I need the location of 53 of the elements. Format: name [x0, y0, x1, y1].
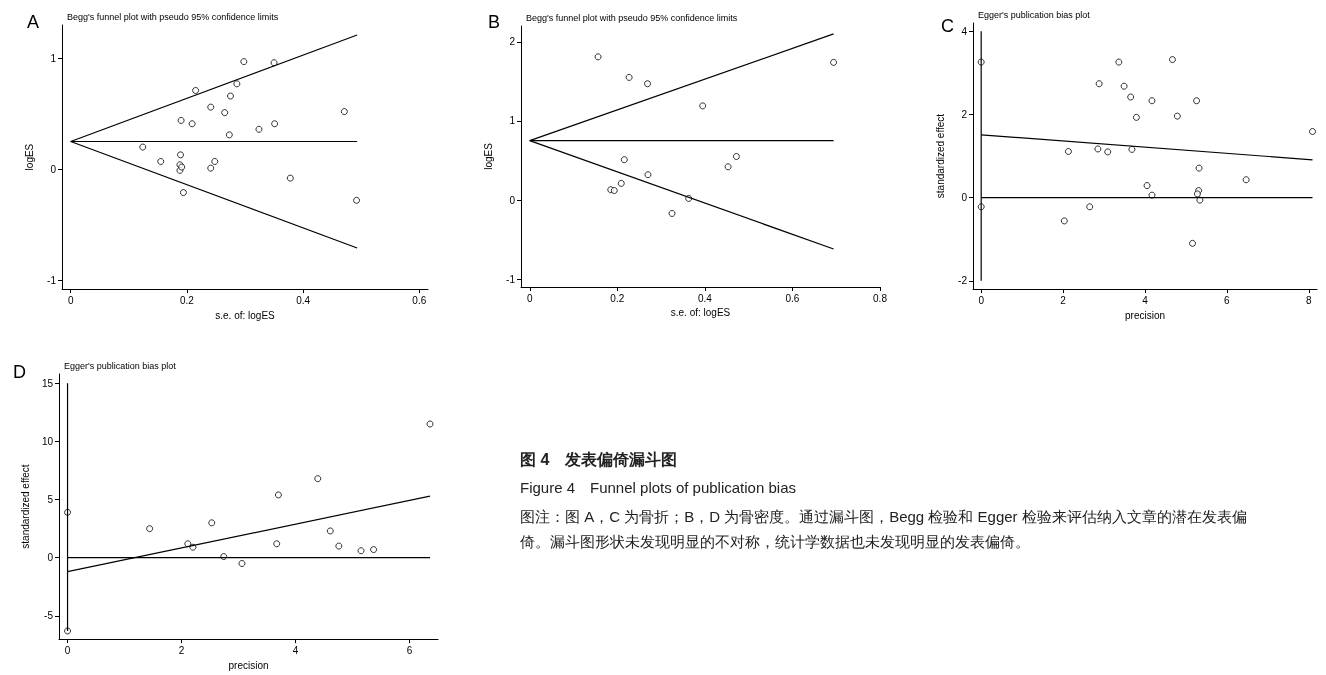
chart-subtitle: Egger's publication bias plot	[978, 9, 1091, 20]
x-tick-label: 0.4	[697, 292, 713, 304]
text: Figure 4 Funnel plots of publication bias	[520, 479, 797, 498]
x-tick-label: 0	[64, 644, 71, 656]
y-tick-label: 0	[509, 194, 516, 206]
x-tick-label: 0.2	[610, 292, 625, 304]
chart-title: B	[488, 12, 501, 32]
y-axis-title: logES	[482, 142, 494, 170]
x-tick-label: 4	[1142, 294, 1149, 306]
chart-subtitle: Begg's funnel plot with pseudo 95% confidence limits	[67, 11, 279, 22]
x-axis-title: precision	[228, 659, 269, 671]
y-tick-label: 2	[961, 108, 968, 120]
y-tick-label: 4	[961, 25, 968, 37]
chart-subtitle: Egger's publication bias plot	[64, 360, 177, 371]
x-tick-label: 0.6	[785, 292, 800, 304]
y-tick-label: 1	[509, 115, 516, 127]
y-tick-label: 0	[961, 192, 968, 204]
y-tick-label: 0	[50, 163, 57, 175]
chart-subtitle: Begg's funnel plot with pseudo 95% confidence limits	[526, 12, 738, 23]
x-tick-label: 2	[1060, 294, 1067, 306]
chart-title: C	[941, 16, 954, 36]
y-tick-label: -1	[506, 273, 516, 285]
x-tick-label: 0	[978, 294, 985, 306]
x-tick-label: 2	[178, 644, 185, 656]
x-tick-label: 0	[526, 292, 533, 304]
x-tick-label: 0.8	[873, 292, 888, 304]
x-tick-label: 4	[292, 644, 299, 656]
y-tick-label: 5	[47, 494, 54, 506]
y-tick-label: -5	[44, 610, 54, 622]
y-tick-label: -2	[958, 275, 968, 287]
x-tick-label: 8	[1306, 294, 1313, 306]
text: 图注：图 A，C 为骨折；B，D 为骨密度。通过漏斗图，Begg 检验和 Egger 检验来评估纳入文章的潜在发表偏倚。漏斗图形状未发现明显的不对称，统计学数据也未发现明显的发表偏倚。	[520, 507, 1248, 552]
chart-title: A	[27, 12, 40, 32]
x-axis-title: precision	[1124, 309, 1166, 321]
x-axis-title: s.e. of: logES	[670, 307, 731, 319]
y-tick-label: 1	[50, 52, 57, 64]
y-tick-label: 0	[47, 552, 54, 564]
x-tick-label: 0.6	[412, 294, 427, 306]
y-axis-title: standardized effect	[934, 113, 946, 199]
chart-title: D	[13, 362, 26, 382]
text: 图 4 发表偏倚漏斗图	[520, 450, 679, 470]
y-tick-label: 2	[509, 36, 516, 48]
y-axis-title: standardized effect	[20, 464, 32, 549]
x-tick-label: 6	[406, 644, 413, 656]
y-tick-label: -1	[47, 274, 57, 286]
x-axis-title: s.e. of: logES	[215, 309, 276, 321]
x-tick-label: 6	[1224, 294, 1231, 306]
x-tick-label: 0.2	[179, 294, 195, 306]
y-tick-label: 10	[41, 435, 54, 447]
y-tick-label: 15	[41, 377, 54, 389]
y-axis-title: logES	[23, 143, 35, 171]
x-tick-label: 0	[67, 294, 74, 306]
x-tick-label: 0.4	[296, 294, 311, 306]
